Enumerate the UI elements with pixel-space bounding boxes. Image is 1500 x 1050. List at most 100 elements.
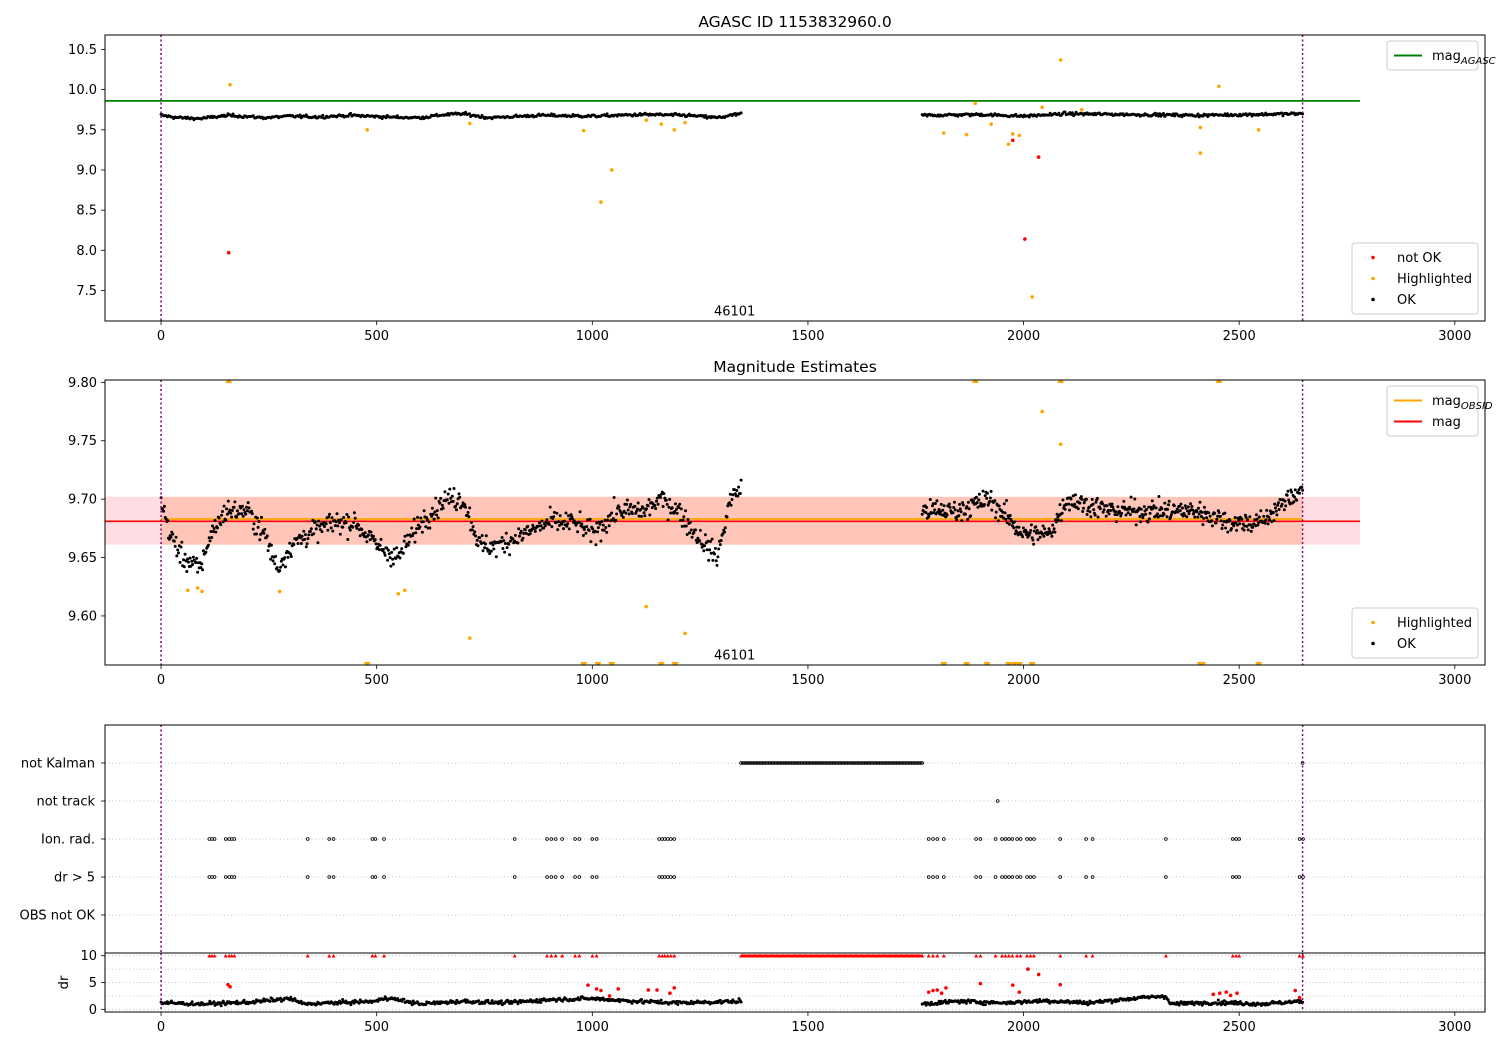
data-point bbox=[441, 506, 445, 510]
data-point bbox=[270, 997, 274, 1001]
triangle-marker bbox=[590, 953, 595, 958]
data-point bbox=[225, 512, 229, 516]
data-point bbox=[1268, 518, 1272, 522]
data-point bbox=[1148, 511, 1152, 515]
data-point bbox=[1244, 515, 1248, 519]
triangle-marker bbox=[665, 953, 670, 958]
data-point bbox=[463, 503, 467, 506]
data-point bbox=[1287, 498, 1291, 502]
data-point bbox=[1163, 501, 1167, 505]
data-point bbox=[1138, 515, 1142, 518]
data-point bbox=[682, 515, 686, 519]
data-point bbox=[365, 540, 369, 544]
data-point bbox=[519, 529, 523, 533]
data-point bbox=[670, 506, 674, 510]
data-point bbox=[1017, 133, 1022, 138]
data-point bbox=[1272, 519, 1276, 523]
data-point bbox=[1202, 516, 1206, 520]
triangle-up-marker bbox=[1215, 380, 1223, 383]
data-point bbox=[659, 998, 663, 1002]
data-point bbox=[548, 505, 552, 509]
data-point bbox=[226, 499, 230, 503]
data-point bbox=[547, 523, 551, 526]
data-point bbox=[924, 1003, 928, 1007]
data-point bbox=[1230, 527, 1233, 530]
data-point bbox=[953, 508, 957, 512]
data-point bbox=[508, 539, 512, 543]
data-point bbox=[665, 502, 669, 506]
data-point bbox=[711, 558, 715, 562]
data-point bbox=[1208, 514, 1212, 518]
data-point bbox=[210, 536, 214, 539]
data-point bbox=[1271, 511, 1275, 515]
data-point bbox=[932, 511, 936, 515]
legend-label: Highlighted bbox=[1397, 272, 1472, 287]
data-point bbox=[608, 513, 612, 517]
data-point bbox=[1068, 508, 1071, 512]
data-point bbox=[1186, 505, 1190, 509]
data-point bbox=[668, 497, 672, 501]
data-point bbox=[303, 533, 307, 537]
panel-title: Magnitude Estimates bbox=[713, 358, 877, 376]
data-point bbox=[1201, 523, 1205, 527]
data-point bbox=[1273, 502, 1277, 506]
data-point bbox=[718, 998, 722, 1002]
data-point bbox=[1114, 510, 1118, 514]
data-point bbox=[353, 516, 357, 520]
data-point bbox=[1090, 497, 1094, 501]
flag-marker bbox=[1018, 875, 1023, 879]
data-point bbox=[584, 531, 588, 535]
data-point bbox=[487, 548, 491, 552]
data-point bbox=[679, 507, 683, 511]
data-point bbox=[1109, 509, 1113, 512]
data-point bbox=[543, 524, 547, 528]
data-point bbox=[363, 531, 367, 535]
data-point bbox=[329, 526, 333, 530]
data-point bbox=[199, 566, 203, 570]
data-point bbox=[552, 510, 556, 514]
data-point bbox=[994, 516, 997, 520]
data-point bbox=[728, 492, 732, 496]
data-point bbox=[1217, 84, 1221, 89]
data-point bbox=[672, 127, 677, 132]
flag-marker bbox=[590, 837, 595, 841]
data-point bbox=[1132, 507, 1136, 511]
flag-marker bbox=[331, 837, 336, 841]
data-point bbox=[178, 560, 182, 564]
data-point bbox=[596, 530, 599, 534]
flag-marker bbox=[1090, 837, 1095, 841]
data-point bbox=[564, 511, 568, 515]
data-point bbox=[337, 518, 341, 522]
data-point bbox=[1237, 518, 1241, 522]
data-point bbox=[686, 518, 690, 521]
triangle-marker bbox=[1297, 953, 1302, 958]
data-point bbox=[960, 519, 964, 523]
data-point bbox=[1256, 523, 1260, 527]
flag-marker bbox=[1297, 837, 1302, 841]
flag-marker bbox=[1032, 875, 1036, 879]
panel-title: AGASC ID 1153832960.0 bbox=[698, 13, 891, 31]
data-point bbox=[688, 531, 692, 535]
data-point bbox=[985, 491, 989, 495]
data-point bbox=[944, 986, 948, 990]
data-point bbox=[578, 997, 582, 1001]
data-point bbox=[1133, 497, 1137, 501]
data-point bbox=[298, 113, 302, 117]
data-point bbox=[1063, 110, 1067, 114]
data-point bbox=[607, 994, 612, 998]
triangle-down-marker bbox=[594, 662, 602, 665]
data-point bbox=[173, 544, 177, 548]
data-point bbox=[689, 528, 693, 532]
data-point bbox=[633, 504, 637, 508]
data-point bbox=[469, 520, 473, 524]
data-point bbox=[1079, 495, 1083, 499]
data-point bbox=[379, 537, 383, 541]
data-point bbox=[201, 549, 205, 553]
data-point bbox=[191, 555, 195, 559]
triangle-marker bbox=[1084, 953, 1089, 958]
data-point bbox=[1058, 503, 1062, 507]
data-point bbox=[348, 528, 352, 532]
data-point bbox=[1226, 530, 1230, 534]
data-point bbox=[313, 520, 317, 524]
data-point bbox=[1297, 488, 1301, 492]
